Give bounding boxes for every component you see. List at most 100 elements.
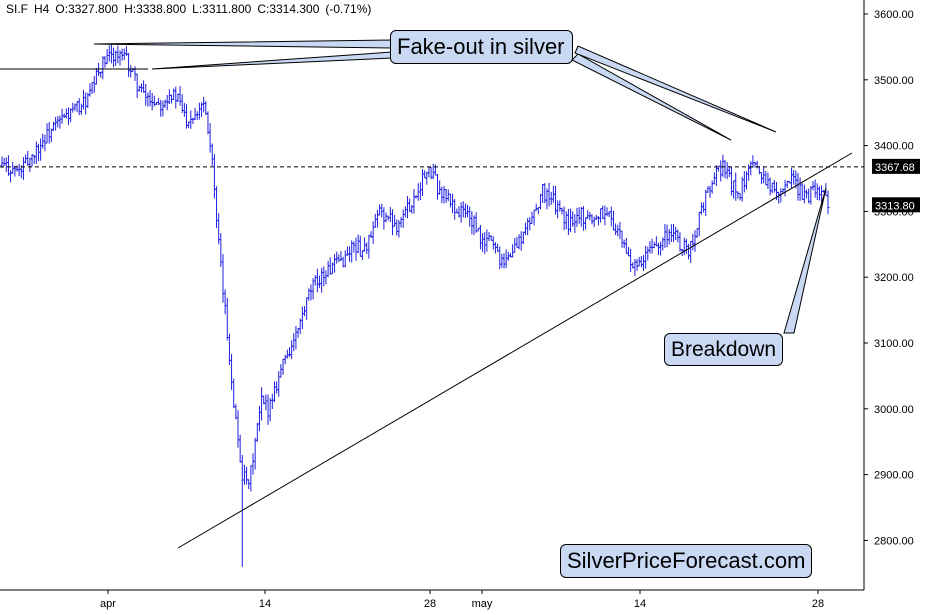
x-axis-ticks: apr 14 28 may 14 28	[100, 590, 824, 610]
ohlc-bar	[4, 157, 8, 172]
ohlc-bar	[28, 157, 32, 172]
ohlc-bar	[253, 437, 257, 470]
ohlc-bar	[257, 405, 261, 432]
ohlc-bar	[313, 275, 317, 286]
ohlc-bar	[197, 102, 201, 120]
ohlc-bar	[137, 85, 141, 92]
ohlc-bar	[365, 242, 369, 255]
ohlc-bar	[573, 214, 577, 233]
ohlc-bar	[152, 95, 156, 107]
ohlc-bar	[654, 236, 658, 247]
ohlc-bar	[358, 235, 362, 257]
svg-text:3367.68: 3367.68	[875, 162, 915, 174]
ohlc-bar	[682, 237, 686, 256]
ohlc-bar	[221, 254, 225, 303]
ohlc-bar	[333, 254, 337, 273]
ohlc-bar	[472, 215, 476, 236]
timeframe-label: H4	[34, 2, 50, 16]
ohlc-bar	[352, 241, 356, 253]
ohlc-bar	[644, 245, 648, 269]
ohlc-bar	[596, 216, 600, 226]
ohlc-bar	[764, 170, 768, 186]
ohlc-bar	[474, 212, 478, 233]
resistance-price-label: 3367.68	[872, 158, 920, 174]
ohlc-bar	[101, 56, 105, 80]
ohlc-bar	[657, 242, 661, 256]
ohlc-bar	[719, 160, 723, 182]
ohlc-bar	[112, 47, 116, 68]
ohlc-bar	[305, 297, 309, 320]
ohlc-bar	[360, 250, 364, 260]
ohlc-bar	[30, 154, 34, 167]
ohlc-bar	[783, 179, 787, 197]
ohlc-bar	[94, 67, 98, 85]
ohlc-bar	[626, 246, 630, 257]
ohlc-bar	[586, 210, 590, 219]
chart-header: SI.F H4 O:3327.800 H:3338.800 L:3311.800 C:33…	[6, 2, 377, 16]
ohlc-bar	[629, 248, 633, 272]
ohlc-bar	[418, 182, 422, 201]
close-value: C:3314.300	[257, 2, 320, 16]
ohlc-bar	[624, 238, 628, 254]
ohlc-bar	[142, 80, 146, 93]
ohlc-bar	[446, 189, 450, 202]
ohlc-bar	[676, 229, 680, 243]
ohlc-bar	[734, 172, 738, 201]
ohlc-bar	[466, 204, 470, 218]
ohlc-bar	[813, 179, 817, 198]
ohlc-bar	[463, 203, 467, 218]
ohlc-bar	[223, 289, 227, 315]
ohlc-bar	[388, 206, 392, 223]
ohlc-bar	[674, 226, 678, 240]
ohlc-bar	[601, 205, 605, 220]
ohlc-bar	[337, 254, 341, 263]
ohlc-bar	[539, 194, 543, 210]
ohlc-bar	[650, 238, 654, 254]
ohlc-bar	[669, 224, 673, 243]
ohlc-bar	[736, 191, 740, 199]
ohlc-bar	[292, 333, 296, 352]
ohlc-bar	[504, 249, 508, 268]
ohlc-bar	[438, 180, 442, 195]
ohlc-bar	[738, 193, 742, 201]
ohlc-bar	[566, 208, 570, 236]
ohlc-bar	[230, 354, 234, 390]
ohlc-bar	[541, 184, 545, 203]
ohlc-bar	[298, 318, 302, 335]
ohlc-bar	[285, 349, 289, 359]
x-tick-label: apr	[100, 598, 116, 610]
ohlc-bar	[549, 191, 553, 206]
ohlc-bar	[491, 236, 495, 250]
ohlc-bar	[511, 244, 515, 258]
ohlc-bar	[380, 203, 384, 218]
ohlc-bar	[127, 52, 131, 77]
ohlc-bar	[51, 121, 55, 131]
ohlc-bar	[798, 177, 802, 201]
ohlc-bar	[232, 378, 236, 408]
ohlc-bar	[275, 381, 279, 394]
x-tick-label: may	[472, 598, 493, 610]
ohlc-bar	[498, 246, 502, 270]
ohlc-bar	[451, 193, 455, 214]
ohlc-bar	[395, 219, 399, 236]
ohlc-bar	[453, 199, 457, 220]
ohlc-bar	[178, 86, 182, 106]
ohlc-bar	[478, 224, 482, 250]
ohlc-bar	[172, 88, 176, 100]
ohlc-bar	[440, 186, 444, 203]
ohlc-bar	[122, 48, 126, 61]
ohlc-bar	[500, 253, 504, 268]
y-axis-ticks: 2800.002900.003000.003100.003200.003300.…	[864, 9, 914, 547]
ohlc-bar	[92, 76, 96, 93]
ohlc-bar	[307, 288, 311, 301]
y-tick-label: 3500.00	[874, 75, 914, 87]
fakeout-callout: Fake-out in silver	[390, 30, 573, 64]
ohlc-bar	[805, 189, 809, 199]
ohlc-bar	[208, 123, 212, 153]
ohlc-bar	[697, 211, 701, 237]
support-trendline	[177, 152, 853, 549]
ohlc-bar	[584, 217, 588, 230]
ohlc-bar	[609, 206, 613, 227]
ohlc-bar	[423, 170, 427, 179]
ohlc-bar	[740, 176, 744, 202]
